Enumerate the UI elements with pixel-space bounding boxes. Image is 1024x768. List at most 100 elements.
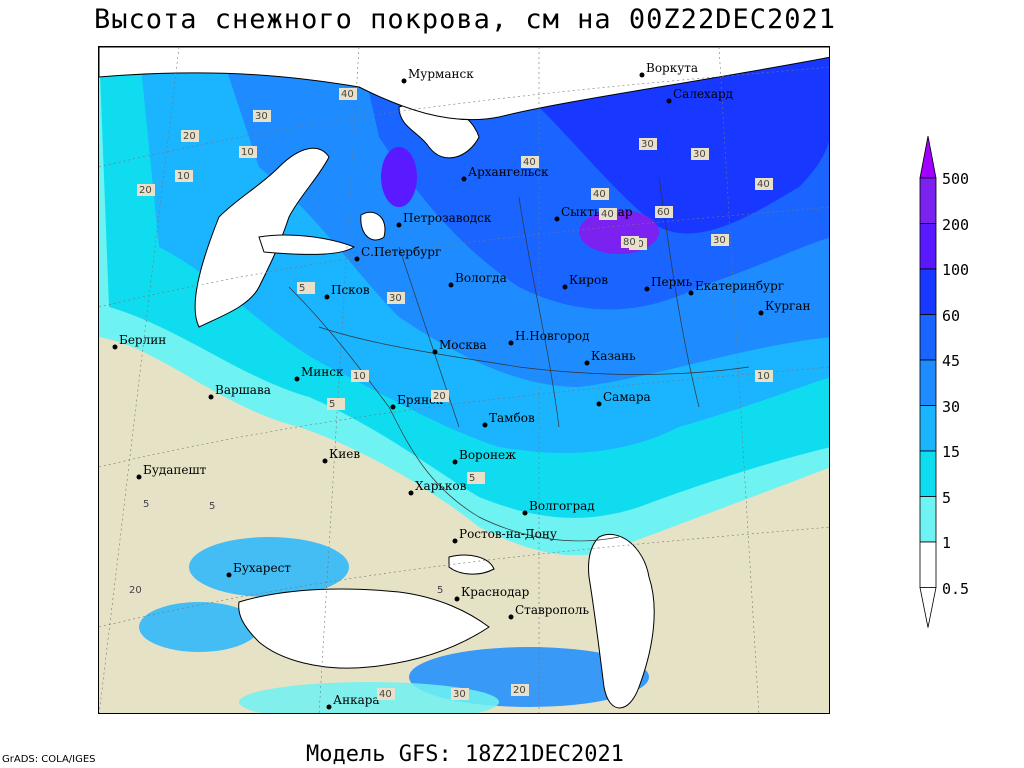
- contour-value-label: 80: [623, 237, 636, 248]
- city-label: Самара: [603, 390, 651, 404]
- legend-swatch: [919, 541, 937, 588]
- grads-credit: GrADS: COLA/IGES: [2, 754, 96, 765]
- city-label: Москва: [439, 338, 487, 352]
- contour-label-bg: [451, 688, 469, 700]
- contour-value-label: 40: [593, 189, 606, 200]
- snow-zone-100-karelia: [381, 147, 417, 207]
- contour-value-label: 10: [353, 371, 366, 382]
- contour-value-label: 10: [757, 371, 770, 382]
- city-label: Салехард: [673, 87, 733, 101]
- city-label: Н.Новгород: [515, 329, 590, 343]
- contour-value-label: 20: [183, 131, 196, 142]
- contour-value-label: 40: [341, 89, 354, 100]
- city-label: Ставрополь: [515, 603, 589, 617]
- map-title: Высота снежного покрова, см на 00Z22DEC2…: [94, 4, 836, 35]
- contour-value-label: 30: [713, 235, 726, 246]
- contour-value-label: 30: [641, 139, 654, 150]
- contour-label-bg: [639, 138, 657, 150]
- city-marker: [584, 360, 590, 366]
- city-label: Анкара: [333, 693, 380, 707]
- contour-label-bg: [711, 234, 729, 246]
- legend-level-label: 200: [942, 215, 970, 234]
- city-marker: [688, 290, 694, 296]
- snow-patch-anatolia: [239, 682, 499, 713]
- contour-value-label: 60: [657, 207, 670, 218]
- city-marker: [390, 404, 396, 410]
- contour-value-label: 30: [453, 689, 466, 700]
- contour-label-bg: [621, 236, 639, 248]
- legend-level-label: 45: [942, 352, 961, 370]
- contour-value-label: 30: [255, 111, 268, 122]
- snow-depth-map: Мурманск Воркута Салехард Архангельск Сыктыв…: [98, 46, 830, 714]
- city-label: Курган: [765, 299, 810, 313]
- legend-level-label: 5: [942, 488, 952, 507]
- city-marker: [562, 284, 568, 290]
- city-label: Краснодар: [461, 585, 530, 599]
- legend-swatch: [919, 496, 937, 543]
- city-label: Мурманск: [408, 67, 474, 81]
- contour-label-bg: [431, 390, 449, 402]
- city-label: С.Петербург: [361, 245, 441, 259]
- legend-swatch: [919, 314, 937, 361]
- city-label: Ростов-на-Дону: [459, 527, 557, 541]
- legend-level-label: 0.5: [942, 579, 970, 598]
- city-label: Екатеринбург: [695, 279, 784, 293]
- snow-patch-carpathians: [189, 537, 349, 597]
- contour-label-bg: [239, 146, 257, 158]
- contour-value-label: 20: [513, 685, 526, 696]
- contour-label-bg: [181, 130, 199, 142]
- sea-of-azov: [448, 554, 495, 575]
- legend-top-arrow: [919, 136, 937, 179]
- city-marker: [136, 474, 142, 480]
- contour-value-label: 20: [433, 391, 446, 402]
- contour-label-bg: [591, 188, 609, 200]
- city-marker: [522, 510, 528, 516]
- city-marker: [596, 401, 602, 407]
- city-marker: [508, 340, 514, 346]
- contour-value-label: 5: [209, 501, 215, 512]
- ladoga: [360, 211, 386, 241]
- contour-label-bg: [297, 282, 315, 294]
- contour-label-bg: [435, 584, 453, 596]
- contour-value-label: 5: [329, 399, 335, 410]
- city-label: Варшава: [215, 383, 271, 397]
- city-label: Казань: [591, 349, 636, 363]
- city-label: Сыктывкар: [561, 205, 633, 219]
- contour-value-label: 20: [139, 185, 152, 196]
- borders: [288, 176, 750, 542]
- contour-value-label: 40: [379, 689, 392, 700]
- city-label: Киев: [329, 447, 360, 461]
- city-label: Петрозаводск: [403, 211, 492, 225]
- contour-value-label: 40: [523, 157, 536, 168]
- contour-value-label: 5: [469, 473, 475, 484]
- city-marker: [322, 458, 328, 464]
- city-label: Тамбов: [489, 411, 535, 425]
- legend-bottom-arrow: [919, 587, 937, 628]
- city-marker: [554, 216, 560, 222]
- contour-label-bg: [387, 292, 405, 304]
- contour-label-bg: [253, 110, 271, 122]
- contour-value-label: 30: [389, 293, 402, 304]
- contour-label-bg: [511, 684, 529, 696]
- legend-swatch: [919, 177, 937, 224]
- contour-value-label: 30: [693, 149, 706, 160]
- city-label: Воронеж: [459, 448, 516, 462]
- city-marker: [452, 459, 458, 465]
- city-label: Харьков: [415, 479, 467, 493]
- legend-swatch: [919, 268, 937, 315]
- contour-value-label: 40: [757, 179, 770, 190]
- contour-label-bg: [467, 472, 485, 484]
- city-marker: [408, 490, 414, 496]
- contour-value-label: 5: [143, 499, 149, 510]
- city-marker: [396, 222, 402, 228]
- city-marker: [401, 78, 407, 84]
- city-marker: [508, 614, 514, 620]
- city-marker: [461, 176, 467, 182]
- city-marker: [432, 349, 438, 355]
- legend-level-label: 15: [942, 443, 961, 461]
- model-footer: Модель GFS: 18Z21DEC2021: [306, 742, 624, 767]
- city-marker: [758, 310, 764, 316]
- contour-value-label: 20: [129, 585, 142, 596]
- city-label: Бухарест: [233, 561, 291, 575]
- legend-level-label: 500: [942, 170, 970, 188]
